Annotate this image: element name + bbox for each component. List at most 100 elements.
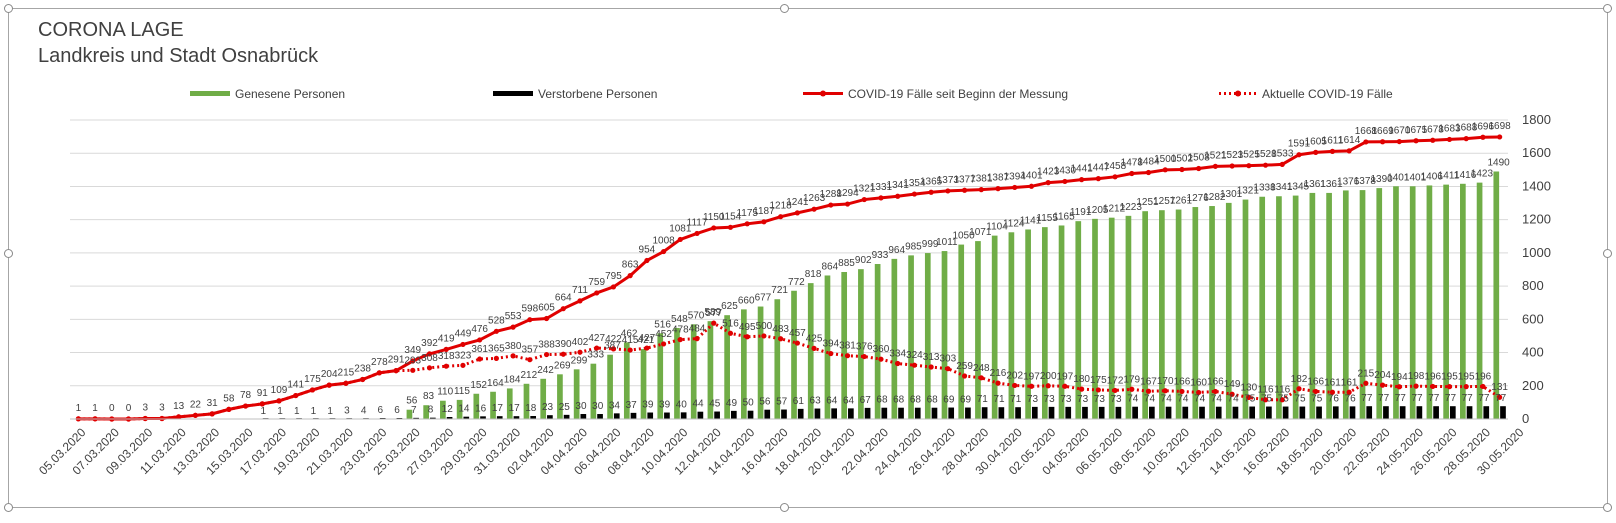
- data-label-deaths: 1: [277, 406, 283, 417]
- data-label-total: 759: [588, 277, 605, 288]
- bar-deaths: [998, 407, 1005, 419]
- bar-recovered: [1192, 207, 1199, 419]
- point-active-cases: [1262, 397, 1269, 403]
- data-label-active: 360: [873, 344, 890, 355]
- point-active-cases: [410, 367, 416, 373]
- data-label-deaths: 4: [361, 405, 367, 416]
- data-label-recovered: 1050: [952, 231, 975, 242]
- bar-recovered: [690, 324, 697, 419]
- data-label-active: 202: [1006, 370, 1023, 381]
- data-label-recovered: 1301: [1220, 189, 1243, 200]
- data-label-recovered: 1257: [1153, 196, 1176, 207]
- data-label-total: 711: [572, 285, 588, 296]
- bar-deaths: [1149, 406, 1155, 419]
- data-label-deaths: 73: [1044, 394, 1056, 405]
- point-total-cases: [778, 214, 784, 220]
- point-total-cases: [1012, 184, 1018, 191]
- point-total-cases: [1196, 165, 1202, 172]
- bar-recovered: [1476, 182, 1483, 419]
- data-label-recovered: 212: [520, 370, 537, 381]
- data-label-recovered: 164: [487, 378, 504, 389]
- data-label-total: 1683: [1438, 123, 1461, 134]
- point-active-cases: [1346, 389, 1352, 395]
- data-label-total: 1591: [1288, 139, 1311, 150]
- bar-recovered: [1092, 218, 1098, 419]
- bar-recovered: [757, 306, 764, 419]
- legend-marker-active: [1235, 90, 1241, 97]
- bar-recovered: [473, 393, 480, 419]
- data-label-recovered: 1406: [1421, 171, 1444, 182]
- data-label-recovered: 1191: [1070, 207, 1092, 218]
- point-total-cases: [543, 315, 550, 322]
- data-label-active: 388: [538, 340, 555, 351]
- data-label-total: 1294: [836, 188, 859, 199]
- data-label-total: 175: [304, 374, 321, 385]
- data-label-recovered: 269: [554, 360, 571, 371]
- data-label-deaths: 67: [860, 395, 872, 406]
- data-label-total: 1288: [820, 189, 843, 200]
- bar-deaths: [730, 410, 737, 419]
- chart-frame[interactable]: [4, 4, 1612, 512]
- bar-recovered: [1460, 183, 1466, 419]
- point-total-cases: [1497, 134, 1503, 140]
- resize-handle-top-right[interactable]: [1603, 4, 1612, 13]
- bar-deaths: [864, 407, 871, 419]
- bar-recovered: [456, 399, 463, 419]
- resize-handle-top[interactable]: [780, 4, 789, 13]
- data-label-active: 149: [1224, 379, 1241, 390]
- bar-deaths: [563, 414, 570, 419]
- bar-deaths: [714, 411, 720, 419]
- resize-handle-bottom-right[interactable]: [1603, 503, 1612, 512]
- data-label-total: 1154: [720, 211, 742, 222]
- data-label-active: 195: [1441, 372, 1458, 383]
- point-total-cases: [1028, 183, 1035, 189]
- resize-handle-top-left[interactable]: [4, 4, 13, 13]
- point-total-cases: [1363, 139, 1369, 145]
- data-label-deaths: 74: [1194, 394, 1206, 405]
- data-label-total: 1081: [669, 223, 692, 234]
- resize-handle-bottom-left[interactable]: [4, 503, 13, 512]
- data-label-recovered: 570: [688, 310, 705, 321]
- point-total-cases: [1062, 178, 1068, 185]
- data-label-total: 1423: [1037, 167, 1060, 178]
- data-label-deaths: 7: [411, 405, 417, 416]
- resize-handle-bottom[interactable]: [780, 503, 789, 512]
- point-total-cases: [1162, 167, 1168, 173]
- point-total-cases: [1129, 170, 1135, 177]
- point-active-cases: [660, 341, 667, 347]
- data-label-deaths: 56: [759, 397, 771, 408]
- resize-handle-left[interactable]: [4, 249, 13, 258]
- bar-recovered: [1142, 211, 1148, 419]
- bar-deaths: [1500, 406, 1506, 419]
- data-label-active: 175: [1090, 375, 1107, 386]
- data-label-deaths: 1: [294, 406, 300, 417]
- point-active-cases: [1012, 382, 1018, 389]
- point-active-cases: [1463, 384, 1469, 390]
- bar-recovered: [924, 253, 931, 419]
- point-total-cases: [493, 328, 499, 334]
- data-label-total: 449: [455, 328, 472, 339]
- data-label-total: 91: [257, 388, 269, 399]
- point-total-cases: [861, 196, 867, 203]
- point-active-cases: [677, 336, 683, 343]
- bar-deaths: [1299, 406, 1306, 419]
- data-label-active: 308: [421, 353, 438, 364]
- data-label-recovered: 333: [587, 350, 604, 361]
- data-label-total: 1377: [953, 174, 976, 185]
- data-label-deaths: 77: [1395, 393, 1407, 404]
- resize-handle-right[interactable]: [1603, 249, 1612, 258]
- point-total-cases: [961, 187, 968, 193]
- point-total-cases: [744, 221, 750, 227]
- data-label-recovered: 1361: [1320, 179, 1343, 190]
- point-active-cases: [1079, 386, 1085, 392]
- data-label-total: 664: [555, 293, 572, 304]
- data-label-deaths: 45: [709, 399, 721, 410]
- point-active-cases: [1296, 386, 1302, 392]
- y-tick-label: 1200: [1522, 212, 1551, 227]
- data-label-deaths: 74: [1177, 394, 1189, 405]
- data-label-deaths: 14: [458, 404, 470, 415]
- data-label-deaths: 3: [344, 406, 350, 417]
- point-active-cases: [259, 401, 265, 407]
- point-active-cases: [1179, 388, 1185, 395]
